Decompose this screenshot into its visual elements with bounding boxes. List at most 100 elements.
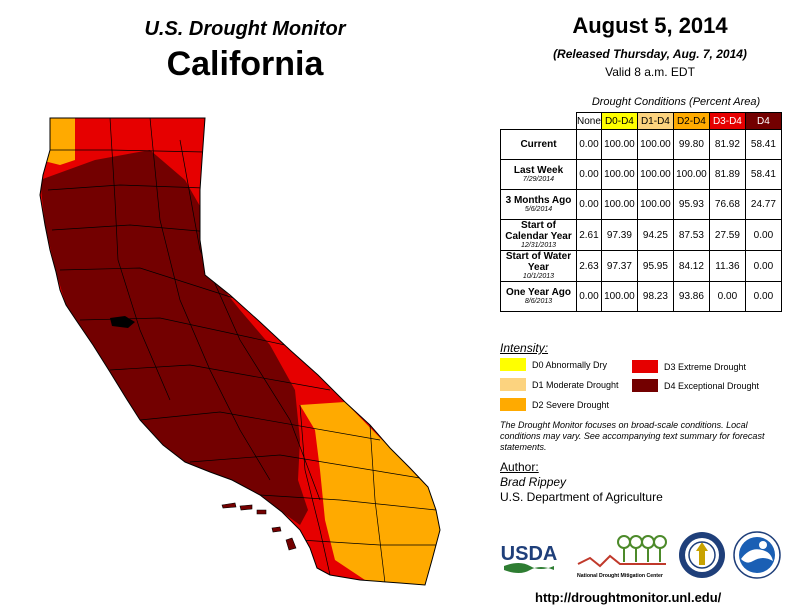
legend-item-label: D0 Abnormally Dry: [532, 359, 608, 370]
ndmc-logo: National Drought Mitigation Center: [577, 535, 667, 579]
col-header: D1-D4: [636, 112, 674, 130]
legend-swatch: [632, 379, 658, 392]
row-label: One Year Ago 8/6/2013: [500, 281, 577, 312]
state-name: California: [166, 45, 324, 83]
website-url[interactable]: http://droughtmonitor.unl.edu/: [535, 590, 722, 605]
legend-item-label: D3 Extreme Drought: [664, 361, 747, 372]
table-caption: Drought Conditions (Percent Area): [591, 96, 761, 108]
legend-item: D3 Extreme Drought: [632, 360, 746, 373]
table-cell: 24.77: [744, 189, 782, 220]
table-cell: 93.86: [672, 281, 710, 312]
commerce-seal-icon: [679, 532, 725, 578]
col-header: None: [576, 112, 602, 130]
row-label-text: Start of Water Year: [505, 251, 572, 273]
table-row: Last Week 7/29/2014 0.00 100.00 100.00 100.00…: [500, 159, 782, 190]
table-cell: 0.00: [744, 219, 782, 251]
county-lines: [45, 118, 440, 584]
table-cell: 76.68: [708, 189, 746, 220]
ndmc-logo-text: National Drought Mitigation Center: [577, 573, 663, 579]
row-label-date: 12/31/2013: [520, 242, 557, 249]
table-cell: 0.00: [708, 281, 746, 312]
release-date: (Released Thursday, Aug. 7, 2014): [553, 47, 747, 61]
table-row: Start of Water Year 10/1/2013 2.63 97.37 95.…: [500, 250, 782, 282]
author-label: Author:: [500, 460, 539, 474]
table-cell: 2.63: [576, 250, 602, 282]
table-cell: 87.53: [672, 219, 710, 251]
legend-swatch: [500, 358, 526, 371]
table-cell: 0.00: [576, 189, 602, 220]
legend-item: D0 Abnormally Dry: [500, 358, 607, 371]
row-label: Start of Water Year 10/1/2013: [500, 250, 577, 282]
california-drought-map: [39, 117, 441, 586]
row-label-date: 10/1/2013: [522, 273, 555, 280]
author-name: Brad Rippey: [500, 475, 567, 489]
table-cell: 97.37: [600, 250, 638, 282]
row-label: Last Week 7/29/2014: [500, 159, 577, 190]
valid-time: Valid 8 a.m. EDT: [605, 65, 695, 79]
legend-item: D2 Severe Drought: [500, 398, 609, 411]
zone-d2-southeast: [300, 402, 440, 585]
row-label-text: Start of Calendar Year: [505, 220, 572, 242]
table-cell: 95.93: [672, 189, 710, 220]
table-cell: 100.00: [600, 159, 638, 190]
row-label-text: One Year Ago: [505, 287, 572, 298]
table-cell: 100.00: [636, 129, 674, 160]
map-date: August 5, 2014: [572, 13, 728, 38]
map-title: U.S. Drought Monitor: [144, 18, 346, 40]
legend-item-label: D2 Severe Drought: [532, 399, 610, 410]
row-label-date: 8/6/2013: [524, 298, 553, 305]
table-cell: 0.00: [576, 281, 602, 312]
channel-islands: [221, 502, 297, 551]
drought-zones: [40, 118, 440, 585]
legend-swatch: [632, 360, 658, 373]
table-cell: 27.59: [708, 219, 746, 251]
table-cell: 58.41: [744, 159, 782, 190]
table-cell: 97.39: [600, 219, 638, 251]
table-cell: 94.25: [636, 219, 674, 251]
table-row: Start of Calendar Year 12/31/2013 2.61 97.3…: [500, 219, 782, 251]
noaa-logo-icon: [733, 531, 781, 579]
legend-label: Intensity:: [500, 341, 549, 355]
usda-logo: USDA: [501, 543, 558, 573]
legend-item-label: D4 Exceptional Drought: [664, 380, 760, 391]
table-cell: 100.00: [672, 159, 710, 190]
row-label: 3 Months Ago 5/6/2014: [500, 189, 577, 220]
row-label-date: 7/29/2014: [522, 176, 555, 183]
table-cell: 100.00: [636, 189, 674, 220]
legend-item: D1 Moderate Drought: [500, 378, 619, 391]
table-cell: 100.00: [636, 159, 674, 190]
row-label-text: Last Week: [513, 165, 564, 176]
legend-item: D4 Exceptional Drought: [632, 379, 759, 392]
col-header: D2-D4: [672, 112, 710, 130]
legend-swatch: [500, 378, 526, 391]
table-cell: 95.95: [636, 250, 674, 282]
table-row: 3 Months Ago 5/6/2014 0.00 100.00 100.00 95.9…: [500, 189, 782, 220]
col-header: D0-D4: [600, 112, 638, 130]
table-cell: 0.00: [744, 281, 782, 312]
author-organization: U.S. Department of Agriculture: [500, 490, 663, 504]
table-cell: 81.89: [708, 159, 746, 190]
table-cell: 2.61: [576, 219, 602, 251]
bay-area-water: [110, 316, 135, 328]
table-corner: [501, 113, 577, 130]
table-cell: 100.00: [600, 281, 638, 312]
col-header: D4: [744, 112, 782, 130]
table-cell: 99.80: [672, 129, 710, 160]
legend-item-label: D1 Moderate Drought: [532, 379, 619, 390]
table-cell: 0.00: [744, 250, 782, 282]
table-cell: 100.00: [600, 129, 638, 160]
table-cell: 11.36: [708, 250, 746, 282]
legend-swatch: [500, 398, 526, 411]
table-cell: 81.92: [708, 129, 746, 160]
table-row: One Year Ago 8/6/2013 0.00 100.00 98.23 93.86…: [500, 281, 782, 312]
row-label-text: 3 Months Ago: [505, 195, 572, 206]
table-cell: 0.00: [576, 159, 602, 190]
table-cell: 100.00: [600, 189, 638, 220]
table-cell: 98.23: [636, 281, 674, 312]
usda-logo-text: USDA: [501, 543, 558, 565]
table-row: Current 0.00 100.00 100.00 99.80 81.92 58.41: [500, 129, 782, 160]
table-cell: 0.00: [576, 129, 602, 160]
drought-conditions-table: None D0-D4 D1-D4 D2-D4 D3-D4 D4 Current 0…: [500, 112, 782, 312]
row-label-date: 5/6/2014: [524, 206, 553, 213]
disclaimer-note: The Drought Monitor focuses on broad-sca…: [500, 420, 765, 452]
